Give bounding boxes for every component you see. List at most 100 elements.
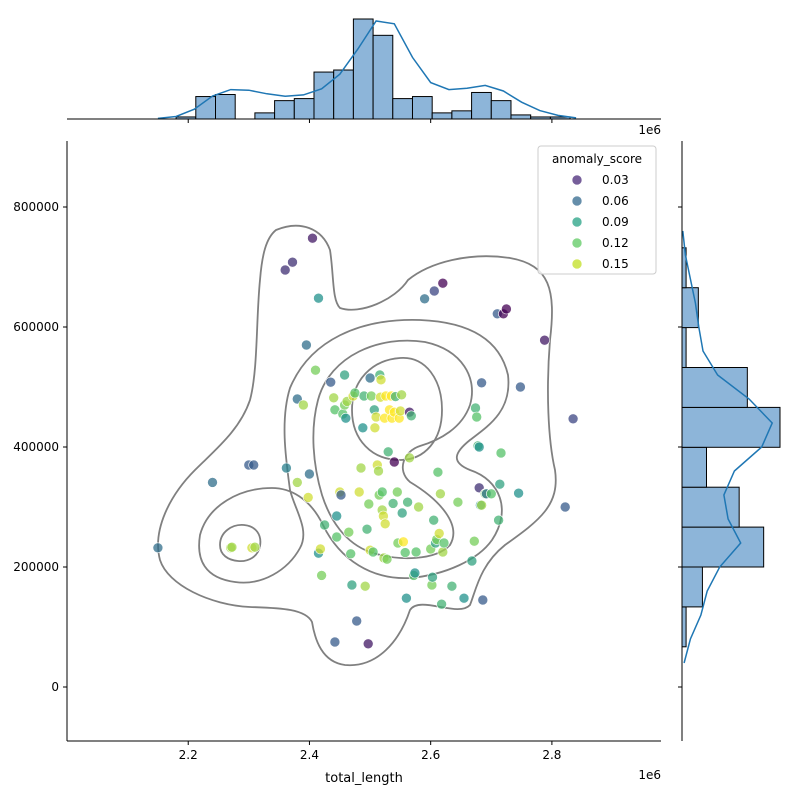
x-axis-label: total_length bbox=[325, 771, 403, 786]
scatter-point bbox=[249, 541, 261, 553]
y-hist-bar bbox=[681, 446, 707, 488]
y-tick-label: 0 bbox=[51, 680, 59, 694]
scatter-point bbox=[493, 514, 504, 526]
scatter-point bbox=[381, 553, 393, 565]
x-tick-label: 2.6 bbox=[421, 748, 440, 762]
scatter-point bbox=[470, 402, 481, 414]
scatter-point bbox=[399, 547, 411, 558]
scatter-point bbox=[539, 334, 550, 346]
y-tick-label: 200000 bbox=[13, 560, 59, 574]
legend-marker bbox=[571, 258, 583, 270]
x-hist-bar bbox=[471, 91, 492, 120]
legend-label: 0.15 bbox=[602, 257, 629, 271]
scatter-point bbox=[476, 377, 487, 389]
y-marginal-ticks bbox=[678, 206, 682, 688]
legend-frame bbox=[537, 145, 657, 275]
legend-title: anomaly_score bbox=[552, 152, 642, 166]
scatter-point bbox=[471, 411, 483, 423]
x-marginal-histogram: 1e6 bbox=[67, 18, 661, 137]
y-tick-label: 600000 bbox=[13, 320, 59, 334]
scatter-point bbox=[355, 462, 367, 474]
scatter-point bbox=[513, 487, 524, 499]
x-hist-bar bbox=[293, 98, 315, 120]
scatter-point bbox=[279, 264, 291, 276]
scatter-point bbox=[379, 518, 391, 530]
scatter-point bbox=[494, 478, 506, 490]
scatter-point bbox=[466, 555, 478, 567]
scatter-point bbox=[435, 488, 446, 500]
scatter-point bbox=[362, 638, 374, 650]
x-hist-bar bbox=[313, 71, 335, 120]
scatter-point bbox=[364, 372, 376, 384]
scatter-point bbox=[339, 369, 350, 381]
x-marginal-bars bbox=[175, 18, 571, 120]
scatter-point bbox=[376, 486, 388, 498]
x-hist-bar bbox=[490, 100, 512, 120]
scatter-point bbox=[301, 339, 312, 351]
kde-contour-core bbox=[351, 357, 443, 461]
scatter-point bbox=[331, 510, 343, 522]
legend-label: 0.09 bbox=[602, 215, 629, 229]
legend-label: 0.03 bbox=[602, 173, 629, 187]
x-marginal-kde-line bbox=[157, 20, 577, 120]
scatter-point bbox=[315, 543, 326, 555]
scatter-point bbox=[401, 592, 412, 604]
y-axis-ticks: 0 200000 400000 600000 800000 bbox=[13, 200, 67, 694]
y-hist-bar bbox=[681, 486, 740, 528]
scatter-point bbox=[343, 526, 355, 538]
scatter-point bbox=[313, 292, 324, 304]
scatter-point bbox=[410, 546, 422, 558]
scatter-point bbox=[319, 519, 330, 531]
scatter-point bbox=[365, 390, 377, 402]
y-marginal-kde-line bbox=[682, 230, 774, 664]
x-axis-ticks: 2.2 2.4 2.6 2.8 bbox=[179, 741, 561, 762]
scatter-point bbox=[335, 489, 347, 501]
scatter-point bbox=[404, 452, 415, 464]
x-hist-bar bbox=[254, 112, 276, 120]
x-hist-bar bbox=[372, 34, 394, 120]
scatter-point bbox=[310, 364, 321, 376]
legend-marker bbox=[571, 174, 583, 186]
scatter-point bbox=[298, 399, 309, 411]
x-hist-bar bbox=[195, 96, 217, 120]
scatter-point bbox=[395, 405, 406, 417]
scatter-point bbox=[331, 531, 343, 543]
scatter-point bbox=[391, 486, 403, 498]
scatter-point bbox=[419, 293, 430, 305]
scatter-point bbox=[375, 374, 387, 386]
scatter-points bbox=[152, 232, 579, 650]
scatter-point bbox=[567, 413, 579, 425]
legend-marker bbox=[571, 237, 583, 249]
y-hist-bar bbox=[681, 606, 687, 648]
scatter-point bbox=[438, 537, 450, 549]
x-hist-bar bbox=[215, 94, 236, 120]
x-hist-bar bbox=[451, 110, 473, 120]
scatter-point bbox=[328, 392, 340, 404]
joint-scatter-axes: 2.2 2.4 2.6 2.8 0 200000 400000 600000 800000 t… bbox=[13, 141, 661, 786]
scatter-point bbox=[446, 580, 458, 592]
scatter-point bbox=[291, 477, 303, 488]
kde-contour-mid bbox=[198, 319, 510, 584]
x-tick-label: 2.4 bbox=[300, 748, 319, 762]
legend-marker bbox=[571, 195, 583, 207]
scatter-point bbox=[287, 256, 298, 268]
scatter-point bbox=[302, 492, 314, 503]
scatter-point bbox=[437, 277, 449, 289]
scatter-point bbox=[351, 615, 363, 627]
legend: anomaly_score 0.03 0.06 0.09 0.12 0.15 bbox=[537, 145, 657, 275]
x-marginal-offset-label: 1e6 bbox=[638, 123, 661, 137]
x-hist-bar bbox=[274, 100, 295, 120]
x-marginal-ticks bbox=[187, 119, 553, 123]
legend-label: 0.06 bbox=[602, 194, 629, 208]
scatter-point bbox=[458, 592, 470, 604]
scatter-point bbox=[357, 422, 369, 434]
scatter-point bbox=[468, 535, 480, 547]
scatter-point bbox=[409, 567, 421, 579]
scatter-point bbox=[387, 498, 399, 509]
x-hist-bar bbox=[392, 98, 413, 120]
x-tick-label: 2.2 bbox=[179, 748, 198, 762]
scatter-point bbox=[402, 496, 413, 508]
scatter-point bbox=[363, 498, 375, 510]
scatter-point bbox=[307, 232, 318, 244]
